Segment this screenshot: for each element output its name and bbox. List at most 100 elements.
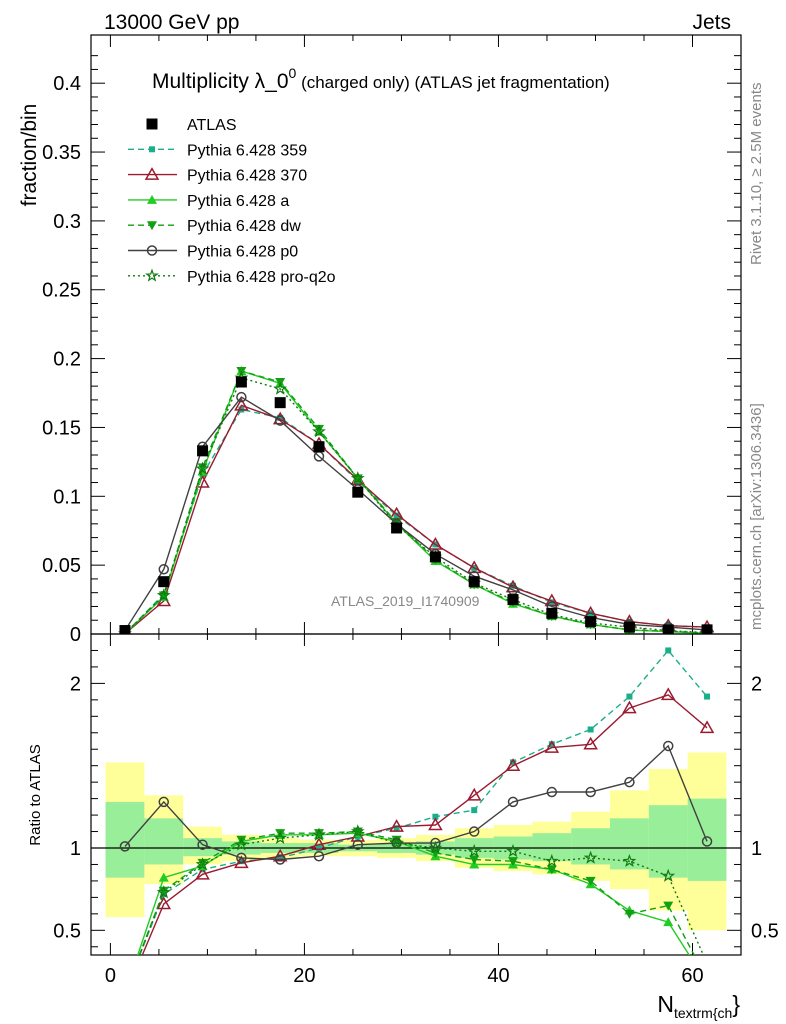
legend-marker: [147, 194, 157, 204]
header-right: Jets: [692, 11, 731, 34]
ratio-point: [428, 840, 443, 854]
legend-marker: [149, 146, 155, 153]
ratio-point: [622, 853, 637, 868]
ratio-point: [701, 836, 713, 847]
series-line: [124, 404, 708, 634]
y-tick-label: 0.25: [42, 280, 81, 302]
data-point: [393, 512, 400, 519]
x-tick-label: 60: [681, 965, 703, 987]
ratio-point: [663, 901, 674, 911]
legend-marker: [147, 221, 157, 231]
ratio-point: [546, 865, 557, 875]
main-ylabel: fraction/bin: [18, 104, 41, 207]
data-point: [119, 625, 131, 634]
xlabel-close: }: [732, 991, 740, 1017]
legend-label: Pythia 6.428 dw: [187, 218, 301, 235]
ratio-point: [428, 817, 443, 831]
ratio-point: [505, 758, 521, 771]
ratio-point: [238, 858, 245, 865]
ratio-y-tick-label-right: 0.5: [751, 920, 779, 942]
x-tick-label: 40: [487, 965, 509, 987]
ratio-line: [138, 830, 705, 955]
ratio-point: [660, 687, 676, 701]
rivet-version-label: Rivet 3.1.10, ≥ 2.5M events: [748, 83, 765, 266]
ratio-point: [471, 807, 478, 814]
ratio-point: [393, 825, 400, 832]
data-point: [662, 624, 674, 634]
legend-entry: Pythia 6.428 370: [128, 167, 307, 185]
ratio-point: [195, 866, 210, 880]
ratio-point: [277, 854, 284, 861]
ratio-point: [350, 824, 365, 838]
ratio-point: [119, 841, 131, 852]
band-green: [648, 805, 688, 878]
ratio-line: [138, 830, 695, 955]
ratio-point: [197, 858, 208, 868]
x-tick-label: 0: [105, 965, 116, 987]
ratio-xlabel: Ntextrm{ch}: [657, 991, 740, 1021]
legend-marker: [145, 268, 159, 282]
legend-label: Pythia 6.428 p0: [187, 244, 298, 261]
ratio-point: [195, 857, 210, 871]
ratio-point: [312, 827, 326, 841]
xlabel-subscript: textrm{ch: [674, 1005, 732, 1021]
legend-marker: [146, 245, 158, 256]
data-point: [313, 424, 324, 434]
ratio-point: [156, 885, 171, 899]
legend-entry: Pythia 6.428 p0: [128, 244, 298, 261]
data-point: [623, 621, 635, 633]
band-green: [144, 818, 184, 865]
ratio-point: [548, 741, 555, 748]
series-atlas: [119, 376, 713, 634]
y-tick-label: 0.35: [42, 142, 81, 164]
ratio-point: [704, 693, 711, 700]
ratio-point: [389, 835, 404, 849]
ratio-point: [352, 839, 364, 850]
title-superscript: 0: [289, 65, 297, 81]
ratio-y-tick-label: 0.5: [53, 920, 81, 942]
legend-marker: [144, 167, 160, 180]
legend-label: Pythia 6.428 359: [187, 142, 307, 159]
legend-label: Pythia 6.428 pro-q2o: [187, 269, 336, 286]
ratio-y-tick-label: 1: [70, 838, 81, 860]
legend-label: Pythia 6.428 a: [187, 193, 289, 210]
ratio-point: [585, 876, 596, 886]
ratio-point: [583, 736, 598, 750]
data-point: [235, 376, 247, 388]
data-point: [507, 594, 519, 606]
data-point: [546, 607, 558, 619]
ratio-point: [158, 872, 169, 882]
data-point: [313, 441, 325, 453]
ratio-line: [141, 694, 708, 955]
data-point: [544, 593, 560, 607]
xlabel-main: N: [657, 991, 674, 1017]
band-green: [183, 838, 222, 857]
data-point: [274, 415, 286, 426]
legend-label: Pythia 6.428 370: [187, 168, 307, 185]
ratio-point: [315, 845, 322, 851]
ratio-point: [468, 826, 480, 837]
ratio-point: [313, 850, 325, 862]
data-point: [158, 576, 170, 588]
ratio-frame: [90, 633, 742, 956]
ratio-point: [699, 720, 715, 734]
data-point: [197, 463, 208, 473]
ratio-y-tick-label-right: 2: [751, 673, 762, 695]
ratio-series-pythia-6-428-p0: [119, 740, 713, 865]
legend-entry: Pythia 6.428 359: [128, 142, 307, 159]
ratio-line: [139, 649, 708, 955]
data-point: [312, 424, 326, 438]
data-point: [277, 414, 284, 421]
legend-entry: Pythia 6.428 pro-q2o: [128, 268, 336, 286]
ratio-point: [469, 855, 480, 865]
ratio-point: [158, 886, 169, 896]
ratio-point: [546, 786, 558, 798]
ratio-point: [273, 830, 288, 845]
ratio-point: [587, 726, 594, 733]
ratio-point: [665, 647, 672, 654]
legend: ATLAS Pythia 6.428 359 Pythia 6.428 370 Pyt…: [128, 117, 336, 286]
ratio-point: [510, 759, 517, 766]
ratio-point: [311, 837, 327, 850]
data-point: [273, 381, 288, 395]
